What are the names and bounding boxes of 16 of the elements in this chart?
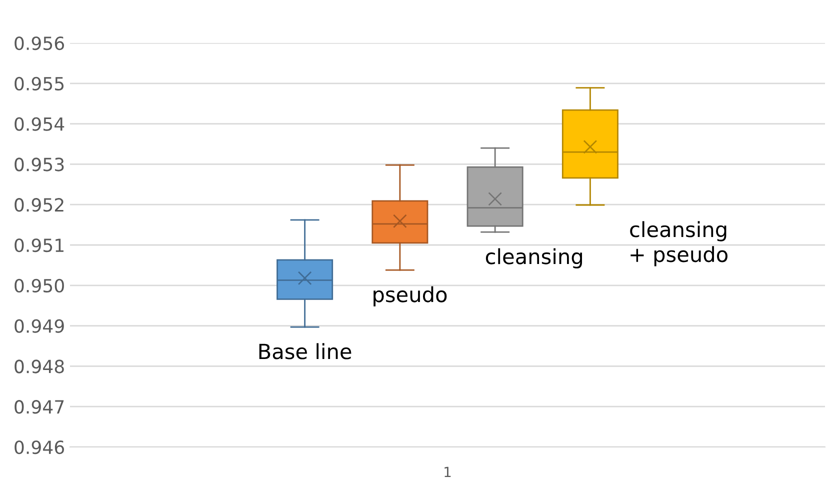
y-tick-label: 0.946 bbox=[14, 440, 64, 454]
text: Base line bbox=[259, 343, 352, 360]
y-tick-label: 0.953 bbox=[14, 158, 64, 172]
y-tick-label: 0.947 bbox=[14, 400, 64, 414]
y-tick-label: 0.949 bbox=[14, 319, 64, 333]
y-tick-label: 0.956 bbox=[14, 36, 64, 50]
y-tick-label: 0.952 bbox=[14, 198, 64, 212]
y-tick-label: 0.955 bbox=[14, 76, 64, 91]
y-tick-label: 0.951 bbox=[14, 238, 64, 252]
y-tick-label: 0.954 bbox=[14, 117, 64, 131]
y-tick-label: 0.948 bbox=[14, 360, 64, 374]
series-label: cleansing bbox=[486, 248, 582, 268]
text: pseudo bbox=[374, 286, 447, 306]
y-tick-label: 0.950 bbox=[14, 278, 64, 293]
text: cleansing + pseudo bbox=[630, 221, 728, 266]
x-tick-label: 1 bbox=[444, 466, 451, 477]
